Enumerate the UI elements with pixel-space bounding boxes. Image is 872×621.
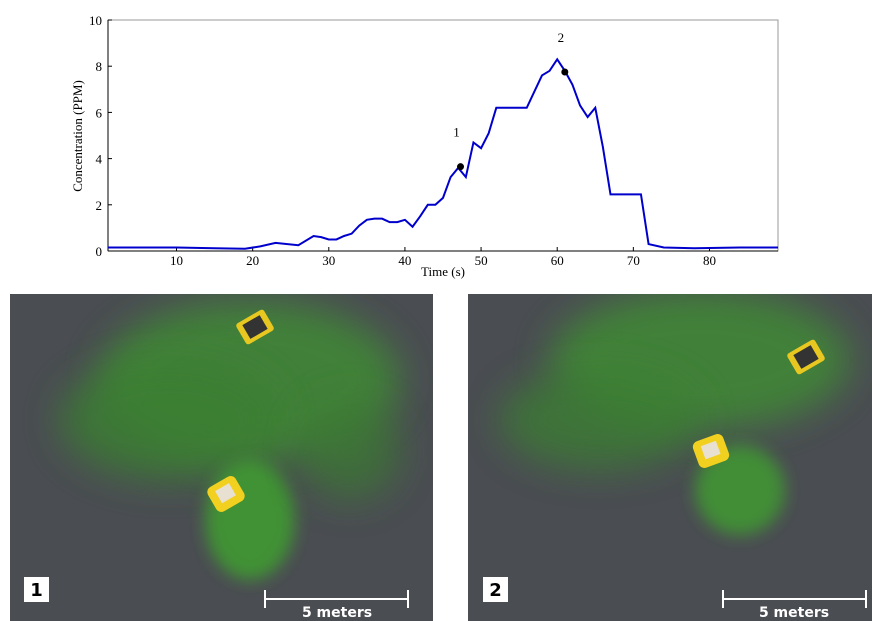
x-tick-label: 10 — [170, 253, 183, 268]
y-tick-label: 4 — [96, 152, 103, 167]
y-tick-label: 8 — [96, 59, 103, 74]
y-tick-label: 6 — [96, 105, 103, 120]
dye-plume — [300, 400, 400, 500]
marker — [561, 68, 568, 75]
x-tick-label: 80 — [703, 253, 716, 268]
marker-label: 1 — [453, 125, 460, 140]
data-line — [108, 59, 778, 248]
photo-label: 2 — [489, 580, 502, 601]
x-axis-label: Time (s) — [421, 264, 465, 279]
x-tick-label: 50 — [475, 253, 488, 268]
marker-label: 2 — [558, 30, 565, 45]
figure: Time (s) Concentration (PPM) 10203040506… — [0, 0, 872, 621]
x-tick-label: 40 — [398, 253, 411, 268]
marker — [457, 163, 464, 170]
x-tick-label: 30 — [322, 253, 335, 268]
scale-text: 5 meters — [302, 605, 372, 621]
y-axis-label: Concentration (PPM) — [70, 80, 85, 192]
y-tick-label: 10 — [89, 13, 102, 28]
x-tick-label: 20 — [246, 253, 259, 268]
photo-label: 1 — [30, 580, 43, 601]
dye-plume — [205, 460, 295, 580]
x-tick-label: 70 — [627, 253, 640, 268]
dye-plume — [500, 370, 700, 470]
y-tick-label: 0 — [96, 244, 103, 259]
photo-2: 2 5 meters — [468, 290, 872, 621]
photo-1: 1 5 meters — [10, 294, 433, 621]
y-tick-label: 2 — [96, 198, 103, 213]
plot-frame — [108, 20, 778, 251]
x-tick-label: 60 — [551, 253, 564, 268]
scale-text: 5 meters — [759, 605, 829, 621]
